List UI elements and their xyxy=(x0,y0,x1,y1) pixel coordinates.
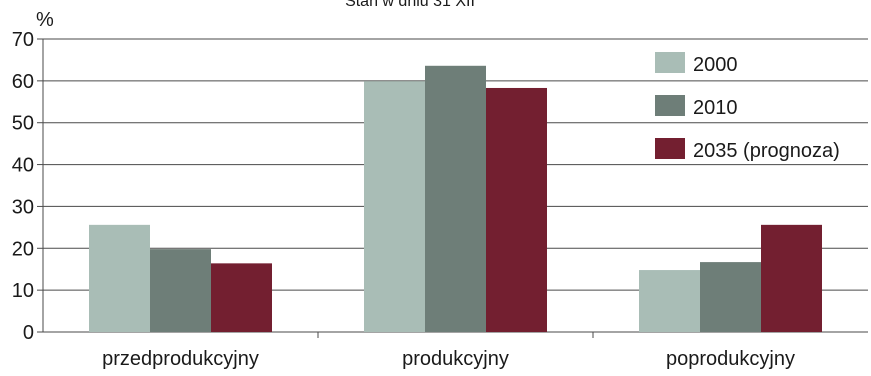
y-tick-label: 20 xyxy=(12,238,34,260)
x-category-label: przedprodukcyjny xyxy=(102,348,259,370)
bar-2035-prognoza--poprodukcyjny xyxy=(761,224,822,332)
chart-subtitle: Stan w dniu 31 XII xyxy=(345,0,475,10)
axis-labels: 0 10 20 30 40 50 60 70 przedprodukcyjny produkcyj… xyxy=(12,29,795,370)
legend: 2000 2010 2035 (prognoza) xyxy=(655,52,840,162)
legend-swatch xyxy=(655,52,685,73)
y-tick-label: 30 xyxy=(12,196,34,218)
legend-label: 2035 (prognoza) xyxy=(693,140,840,162)
y-tick-label: 40 xyxy=(12,155,34,177)
y-tick-label: 50 xyxy=(12,113,34,135)
x-category-label: poprodukcyjny xyxy=(666,348,795,370)
y-tick-label: 0 xyxy=(23,322,34,344)
legend-swatch xyxy=(655,138,685,159)
bar-2035-prognoza--produkcyjny xyxy=(486,87,547,332)
bar-2010-przedprodukcyjny xyxy=(150,249,211,332)
y-tick-label: 10 xyxy=(12,280,34,302)
x-category-label: produkcyjny xyxy=(402,348,509,370)
bar-2000-produkcyjny xyxy=(364,81,425,332)
bar-2000-przedprodukcyjny xyxy=(89,224,150,332)
legend-swatch xyxy=(655,95,685,116)
y-tick-label: 60 xyxy=(12,71,34,93)
y-tick-label: 70 xyxy=(12,29,34,51)
y-axis-unit-label: % xyxy=(36,9,54,31)
bar-2035-prognoza--przedprodukcyjny xyxy=(211,263,272,332)
legend-label: 2000 xyxy=(693,54,738,76)
bar-2010-poprodukcyjny xyxy=(700,262,761,332)
bar-2000-poprodukcyjny xyxy=(639,270,700,332)
bars xyxy=(89,65,822,332)
legend-label: 2010 xyxy=(693,97,738,119)
bar-2010-produkcyjny xyxy=(425,65,486,332)
